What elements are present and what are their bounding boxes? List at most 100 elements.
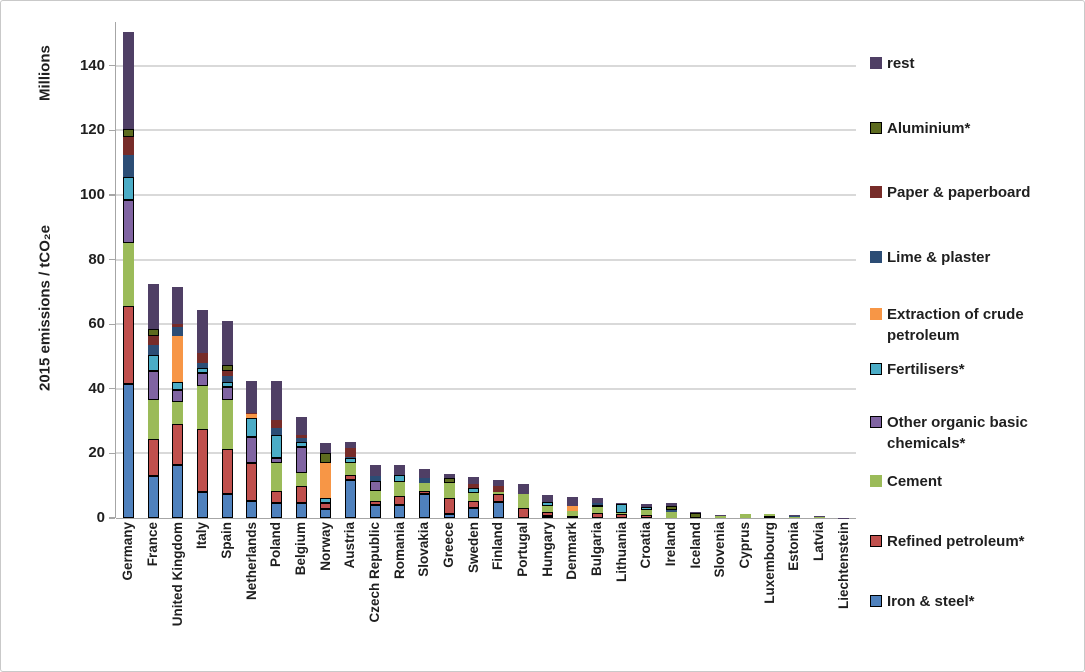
segment-iron_steel[interactable] [295, 502, 307, 518]
segment-paper_paperboard[interactable] [344, 448, 356, 457]
segment-refined_petroleum[interactable] [246, 463, 258, 502]
segment-lime_plaster[interactable] [665, 509, 677, 512]
bar-sweden[interactable] [468, 477, 480, 518]
bar-croatia[interactable] [640, 503, 652, 518]
segment-lime_plaster[interactable] [788, 516, 800, 517]
segment-lime_plaster[interactable] [270, 428, 282, 436]
bar-hungary[interactable] [542, 495, 554, 518]
segment-other_organic_chemicals[interactable] [246, 436, 258, 464]
segment-fertilisers[interactable] [616, 504, 628, 513]
segment-fertilisers[interactable] [295, 442, 307, 448]
segment-rest[interactable] [764, 513, 776, 515]
segment-refined_petroleum[interactable] [492, 493, 504, 502]
bar-greece[interactable] [443, 474, 455, 518]
segment-rest[interactable] [147, 283, 159, 330]
segment-paper_paperboard[interactable] [492, 485, 504, 493]
segment-cement[interactable] [172, 401, 184, 425]
segment-cement[interactable] [344, 463, 356, 475]
segment-aluminium[interactable] [690, 512, 702, 518]
segment-other_organic_chemicals[interactable] [295, 447, 307, 473]
segment-iron_steel[interactable] [542, 515, 554, 518]
segment-cement[interactable] [369, 490, 381, 502]
segment-refined_petroleum[interactable] [468, 500, 480, 508]
segment-rest[interactable] [270, 380, 282, 420]
segment-rest[interactable] [813, 516, 825, 518]
segment-cement[interactable] [517, 493, 529, 509]
segment-cement[interactable] [640, 509, 652, 515]
segment-lime_plaster[interactable] [147, 345, 159, 355]
segment-fertilisers[interactable] [147, 354, 159, 372]
bar-germany[interactable] [122, 31, 134, 518]
segment-fertilisers[interactable] [172, 382, 184, 391]
segment-cement[interactable] [221, 400, 233, 449]
segment-aluminium[interactable] [665, 505, 677, 510]
segment-iron_steel[interactable] [221, 493, 233, 518]
segment-iron_steel[interactable] [443, 514, 455, 518]
segment-fertilisers[interactable] [270, 435, 282, 459]
segment-cement[interactable] [122, 243, 134, 307]
segment-cement[interactable] [418, 482, 430, 492]
segment-refined_petroleum[interactable] [394, 496, 406, 505]
segment-cement[interactable] [270, 463, 282, 492]
segment-rest[interactable] [196, 309, 208, 354]
segment-refined_petroleum[interactable] [295, 486, 307, 503]
segment-refined_petroleum[interactable] [566, 516, 578, 518]
segment-refined_petroleum[interactable] [369, 501, 381, 506]
segment-rest[interactable] [591, 498, 603, 504]
segment-refined_petroleum[interactable] [591, 513, 603, 518]
segment-rest[interactable] [517, 484, 529, 494]
bar-iceland[interactable] [690, 511, 702, 518]
segment-other_organic_chemicals[interactable] [122, 199, 134, 244]
bar-spain[interactable] [221, 321, 233, 518]
bar-denmark[interactable] [566, 497, 578, 518]
segment-cement[interactable] [394, 481, 406, 497]
segment-cement[interactable] [542, 506, 554, 512]
bar-slovakia[interactable] [418, 469, 430, 518]
segment-cement[interactable] [147, 400, 159, 439]
segment-refined_petroleum[interactable] [196, 429, 208, 493]
segment-extraction_crude_petroleum[interactable] [320, 463, 332, 498]
segment-cement[interactable] [616, 512, 628, 515]
segment-cement[interactable] [714, 516, 726, 518]
segment-lime_plaster[interactable] [221, 375, 233, 383]
bar-france[interactable] [147, 283, 159, 518]
segment-iron_steel[interactable] [344, 479, 356, 518]
segment-fertilisers[interactable] [542, 501, 554, 507]
segment-rest[interactable] [492, 479, 504, 486]
segment-cement[interactable] [468, 492, 480, 501]
segment-rest[interactable] [394, 465, 406, 475]
segment-rest[interactable] [221, 321, 233, 365]
segment-paper_paperboard[interactable] [147, 335, 159, 346]
segment-paper_paperboard[interactable] [295, 434, 307, 439]
segment-cement[interactable] [739, 514, 751, 518]
segment-aluminium[interactable] [221, 364, 233, 372]
bar-poland[interactable] [270, 380, 282, 518]
bar-slovenia[interactable] [714, 514, 726, 518]
segment-paper_paperboard[interactable] [270, 419, 282, 429]
segment-refined_petroleum[interactable] [517, 508, 529, 518]
segment-extraction_crude_petroleum[interactable] [172, 335, 184, 383]
segment-iron_steel[interactable] [320, 509, 332, 518]
segment-paper_paperboard[interactable] [246, 412, 258, 415]
segment-rest[interactable] [369, 465, 381, 477]
segment-rest[interactable] [468, 477, 480, 485]
segment-rest[interactable] [566, 497, 578, 506]
segment-rest[interactable] [418, 469, 430, 479]
segment-rest[interactable] [665, 502, 677, 506]
legend-item-extraction_crude_petroleum[interactable]: Extraction of crude petroleum [870, 304, 1075, 346]
segment-fertilisers[interactable] [221, 382, 233, 388]
bar-norway[interactable] [320, 443, 332, 518]
segment-rest[interactable] [616, 502, 628, 505]
segment-fertilisers[interactable] [344, 458, 356, 464]
segment-aluminium[interactable] [443, 477, 455, 483]
segment-other_organic_chemicals[interactable] [369, 480, 381, 491]
segment-fertilisers[interactable] [640, 506, 652, 510]
segment-paper_paperboard[interactable] [172, 324, 184, 328]
segment-lime_plaster[interactable] [172, 327, 184, 336]
legend-item-iron_steel[interactable]: Iron & steel* [870, 591, 1075, 612]
bar-romania[interactable] [394, 465, 406, 518]
segment-fertilisers[interactable] [468, 488, 480, 493]
segment-iron_steel[interactable] [172, 464, 184, 518]
segment-cement[interactable] [566, 511, 578, 516]
segment-fertilisers[interactable] [246, 417, 258, 437]
